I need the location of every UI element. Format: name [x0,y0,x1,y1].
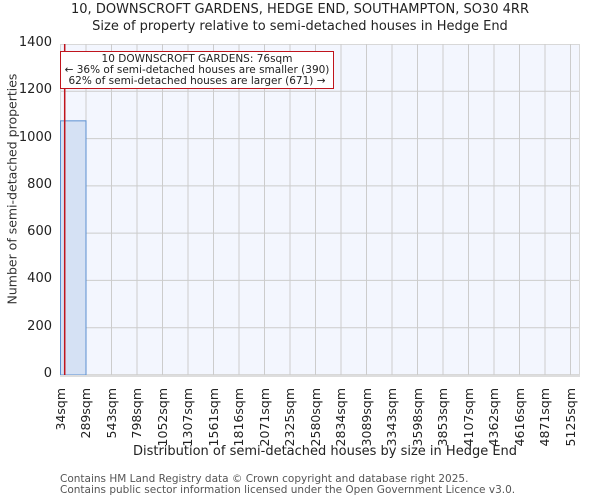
property-annotation: 10 DOWNSCROFT GARDENS: 76sqm ← 36% of se… [60,51,334,89]
plot-area [60,44,580,375]
annotation-line-2: ← 36% of semi-detached houses are smalle… [64,64,330,76]
y-tick-label: 1200 [18,82,52,98]
y-axis-label: Number of semi-detached properties [4,73,20,305]
y-tick-label: 800 [27,176,52,192]
y-tick-label: 600 [27,224,52,240]
y-tick-label: 1400 [18,35,52,50]
chart-subtitle: Size of property relative to semi-detach… [92,19,508,34]
y-tick-label: 200 [27,318,52,334]
y-tick-label: 1000 [18,129,52,145]
x-axis-label: Distribution of semi-detached houses by … [132,444,518,459]
y-tick-label: 400 [27,271,52,287]
chart-title: 10, DOWNSCROFT GARDENS, HEDGE END, SOUTH… [71,2,529,17]
y-tick-label: 0 [43,366,52,381]
footer-licence: Contains public sector information licen… [60,484,516,496]
annotation-line-3: 62% of semi-detached houses are larger (… [68,75,326,87]
annotation-line-1: 10 DOWNSCROFT GARDENS: 76sqm [101,53,293,65]
footer-copyright: Contains HM Land Registry data © Crown c… [60,473,469,485]
